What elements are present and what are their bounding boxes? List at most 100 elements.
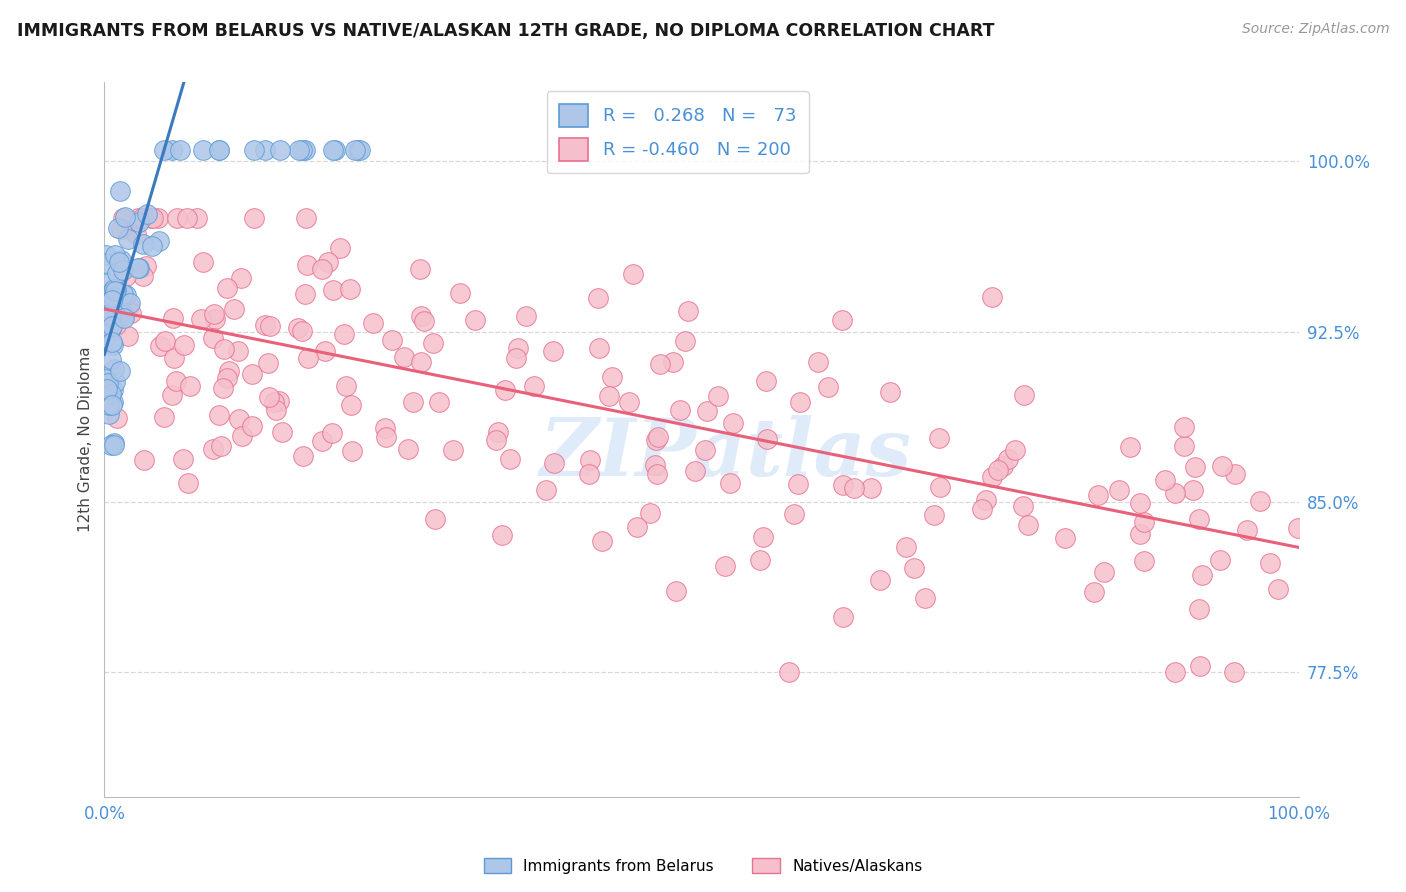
Point	[1083, 584, 1105, 599]
Point	[321, 426, 343, 441]
Point	[991, 459, 1014, 474]
Point	[696, 403, 718, 417]
Point	[222, 301, 245, 316]
Point	[190, 311, 212, 326]
Point	[104, 248, 127, 262]
Legend: R =   0.268   N =   73, R = -0.460   N = 200: R = 0.268 N = 73, R = -0.460 N = 200	[547, 91, 808, 173]
Point	[344, 143, 367, 157]
Point	[685, 464, 707, 478]
Point	[141, 238, 163, 252]
Point	[1209, 553, 1232, 567]
Point	[1108, 483, 1130, 497]
Point	[494, 383, 516, 397]
Point	[323, 143, 346, 157]
Point	[1129, 496, 1152, 510]
Point	[929, 480, 952, 494]
Point	[1181, 483, 1204, 497]
Point	[142, 211, 165, 226]
Point	[212, 381, 235, 395]
Point	[588, 341, 610, 355]
Point	[215, 371, 238, 385]
Point	[259, 319, 281, 334]
Point	[152, 410, 174, 425]
Point	[97, 376, 120, 391]
Point	[1004, 443, 1026, 458]
Point	[292, 450, 315, 464]
Point	[713, 558, 735, 573]
Point	[786, 477, 808, 491]
Point	[270, 425, 292, 439]
Point	[831, 313, 853, 327]
Point	[101, 319, 124, 334]
Point	[718, 475, 741, 490]
Point	[160, 388, 183, 402]
Point	[226, 343, 249, 358]
Point	[97, 407, 120, 421]
Point	[598, 389, 620, 403]
Point	[621, 268, 644, 282]
Point	[267, 394, 290, 409]
Point	[859, 482, 882, 496]
Point	[105, 410, 128, 425]
Point	[131, 211, 153, 226]
Point	[1188, 511, 1211, 525]
Point	[413, 313, 436, 327]
Point	[361, 316, 384, 330]
Point	[1017, 517, 1039, 532]
Point	[536, 483, 558, 497]
Point	[486, 425, 509, 440]
Point	[240, 419, 263, 434]
Point	[707, 389, 730, 403]
Point	[591, 533, 613, 548]
Point	[316, 255, 339, 269]
Point	[1188, 659, 1211, 673]
Point	[1087, 488, 1109, 502]
Point	[1184, 460, 1206, 475]
Point	[242, 143, 264, 157]
Point	[111, 211, 134, 226]
Point	[311, 262, 333, 277]
Point	[752, 531, 775, 545]
Point	[118, 299, 141, 313]
Point	[101, 383, 124, 397]
Point	[297, 258, 319, 272]
Point	[578, 452, 600, 467]
Point	[1129, 526, 1152, 541]
Point	[105, 266, 128, 280]
Point	[139, 211, 162, 226]
Point	[449, 286, 471, 301]
Point	[638, 506, 661, 520]
Point	[342, 444, 364, 458]
Point	[441, 443, 464, 458]
Point	[669, 403, 692, 417]
Text: Source: ZipAtlas.com: Source: ZipAtlas.com	[1241, 22, 1389, 37]
Point	[96, 329, 118, 343]
Point	[173, 337, 195, 351]
Point	[783, 507, 806, 521]
Point	[254, 318, 277, 333]
Point	[1012, 499, 1035, 513]
Point	[1191, 567, 1213, 582]
Point	[128, 215, 150, 229]
Point	[117, 232, 139, 246]
Point	[578, 467, 600, 481]
Point	[202, 442, 225, 457]
Point	[101, 398, 124, 412]
Point	[179, 379, 201, 393]
Point	[107, 220, 129, 235]
Point	[136, 207, 159, 221]
Point	[869, 573, 891, 587]
Point	[665, 583, 688, 598]
Point	[980, 469, 1002, 483]
Point	[987, 463, 1010, 477]
Point	[264, 402, 287, 417]
Point	[104, 375, 127, 389]
Point	[207, 143, 229, 157]
Point	[94, 256, 117, 270]
Text: ZIPatlas: ZIPatlas	[540, 415, 911, 492]
Point	[112, 308, 135, 322]
Point	[427, 395, 450, 409]
Point	[522, 378, 544, 392]
Point	[97, 277, 120, 291]
Point	[257, 356, 280, 370]
